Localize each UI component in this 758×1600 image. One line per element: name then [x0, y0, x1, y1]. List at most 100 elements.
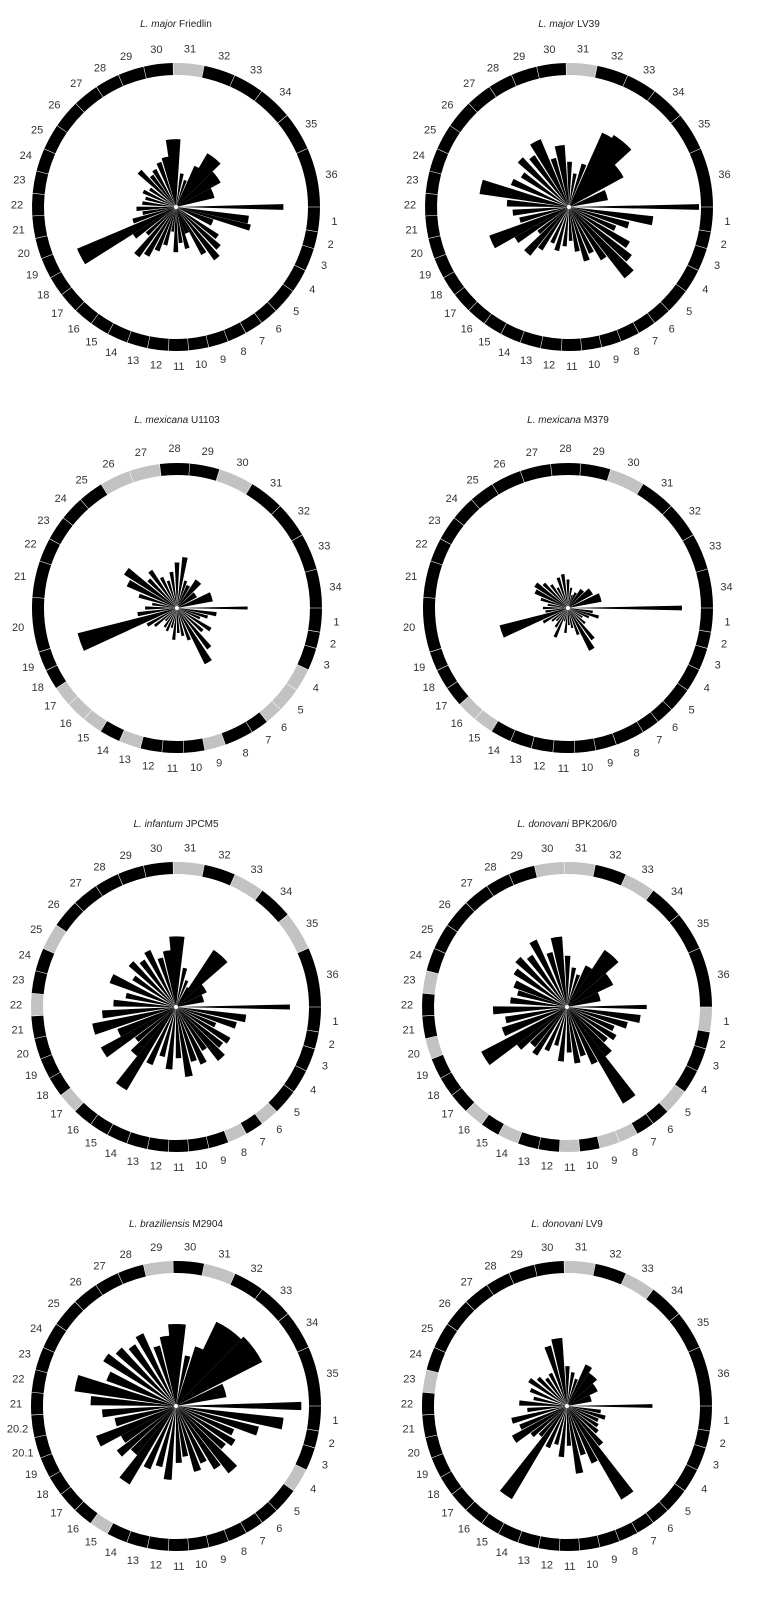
chromosome-label-26: 26: [48, 899, 60, 911]
chromosome-label-23: 23: [403, 974, 415, 986]
chromosome-segment-30: [534, 862, 565, 878]
radial-bar-21: [92, 1007, 176, 1035]
radial-bar-16: [144, 207, 176, 257]
chromosome-label-8: 8: [633, 748, 639, 760]
chromosome-segment-5: [268, 1483, 294, 1511]
chromosome-label-24: 24: [410, 950, 422, 962]
chromosome-segment-8: [221, 721, 252, 745]
chromosome-label-20-1: 20.1: [12, 1447, 33, 1459]
radial-bar-28: [545, 1377, 567, 1406]
radial-bar-21: [505, 1007, 567, 1024]
radial-bar-15: [154, 207, 176, 252]
radial-bar-29: [556, 577, 568, 608]
chromosome-segment-18: [443, 272, 465, 295]
chromosome-segment-19: [38, 648, 57, 671]
chromosome-label-18: 18: [32, 682, 44, 694]
radial-bar-2: [569, 207, 654, 226]
chromosome-label-10: 10: [588, 359, 600, 371]
polar-plot-panel-3: L. mexicana U110312345678910111213141516…: [12, 415, 342, 775]
chromosome-segment-22: [31, 193, 45, 216]
radial-bar-21: [519, 207, 569, 223]
radial-bar-23: [90, 1396, 176, 1406]
radial-bar-15: [143, 1406, 176, 1470]
center-point: [565, 1404, 569, 1408]
radial-bar-36: [176, 1336, 263, 1406]
chromosome-segment-22: [421, 993, 435, 1016]
radial-bar-27: [149, 187, 176, 207]
chromosome-label-2: 2: [329, 1039, 335, 1051]
chromosome-segment-5: [272, 683, 297, 710]
radial-bar-7: [567, 1007, 612, 1057]
chromosome-segment-4: [284, 1065, 307, 1092]
chromosome-label-12: 12: [533, 760, 545, 772]
chromosome-segment-21: [425, 215, 441, 239]
radial-bar-13: [165, 1007, 176, 1070]
radial-bar-1: [567, 1004, 647, 1010]
chromosome-label-18: 18: [36, 1090, 48, 1102]
radial-bar-27: [517, 157, 569, 207]
chromosome-segment-23: [49, 518, 73, 545]
radial-bar-15: [545, 1406, 567, 1449]
radial-bar-23: [113, 999, 176, 1007]
chromosome-label-33: 33: [709, 541, 721, 553]
chromosome-label-27: 27: [461, 1276, 473, 1288]
radial-bar-37: [567, 1383, 598, 1406]
chromosome-label-9: 9: [607, 757, 613, 769]
radial-bar-1: [176, 1004, 290, 1010]
radial-bar-21: [145, 606, 177, 610]
chromosome-segment-36: [688, 1347, 712, 1406]
chromosome-label-19: 19: [419, 270, 431, 282]
chromosome-label-11: 11: [173, 1162, 184, 1174]
chromosome-segment-16: [75, 1102, 98, 1125]
chromosome-segment-6: [646, 1102, 668, 1124]
radial-bar-22: [142, 207, 176, 215]
chromosome-label-1: 1: [723, 1016, 729, 1028]
radial-bar-35: [176, 179, 187, 207]
radial-bar-37: [176, 153, 221, 207]
chromosome-label-22: 22: [24, 539, 36, 551]
chromosome-label-35: 35: [697, 1317, 709, 1329]
chromosome-segment-28: [96, 874, 123, 896]
radial-bar-23: [510, 997, 567, 1007]
radial-bar-32: [177, 557, 188, 608]
chromosome-segment-9: [206, 330, 228, 348]
radial-bar-12: [175, 1007, 182, 1059]
radial-bar-33: [567, 967, 577, 1007]
chromosome-label-34: 34: [672, 87, 684, 99]
radial-bar-28: [526, 954, 567, 1007]
radial-bar-14: [165, 608, 177, 632]
chromosome-segment-30: [607, 469, 643, 495]
chromosome-label-25: 25: [31, 125, 43, 137]
chromosome-segment-30: [534, 1261, 565, 1277]
radial-bar-34: [177, 584, 191, 608]
chromosome-segment-17: [454, 287, 477, 311]
chromosome-segment-3: [687, 245, 707, 271]
radial-bar-19: [132, 207, 176, 239]
radial-bar-15: [554, 608, 568, 628]
chromosome-label-21: 21: [405, 224, 417, 236]
radial-bar-16: [164, 608, 177, 622]
chromosome-label-26: 26: [493, 458, 505, 470]
chromosome-segment-31: [564, 1260, 596, 1276]
center-point: [174, 1005, 178, 1009]
radial-bar-6: [176, 207, 221, 250]
radial-bar-9: [567, 1007, 598, 1065]
chromosome-label-4: 4: [313, 683, 319, 695]
species-name: L. braziliensis: [129, 1219, 190, 1230]
radial-bar-20: [545, 608, 568, 613]
chromosome-label-26: 26: [439, 1298, 451, 1310]
chromosome-label-20: 20: [403, 622, 415, 634]
strain-name: U1103: [188, 415, 220, 426]
chromosome-segment-17: [452, 1487, 475, 1510]
center-point: [174, 205, 178, 209]
chromosome-label-31: 31: [270, 477, 282, 489]
radial-bars: [499, 1337, 653, 1500]
chromosome-label-23: 23: [13, 175, 25, 187]
chromosome-segment-25: [44, 125, 67, 154]
radial-bar-6: [177, 608, 204, 633]
chromosome-segment-32: [271, 506, 303, 541]
chromosome-label-35: 35: [697, 918, 709, 930]
radial-bar-30: [546, 951, 567, 1007]
polar-plot-panel-8: L. donovani LV91234567891011121314151617…: [401, 1219, 730, 1573]
chromosome-segment-31: [173, 861, 205, 877]
